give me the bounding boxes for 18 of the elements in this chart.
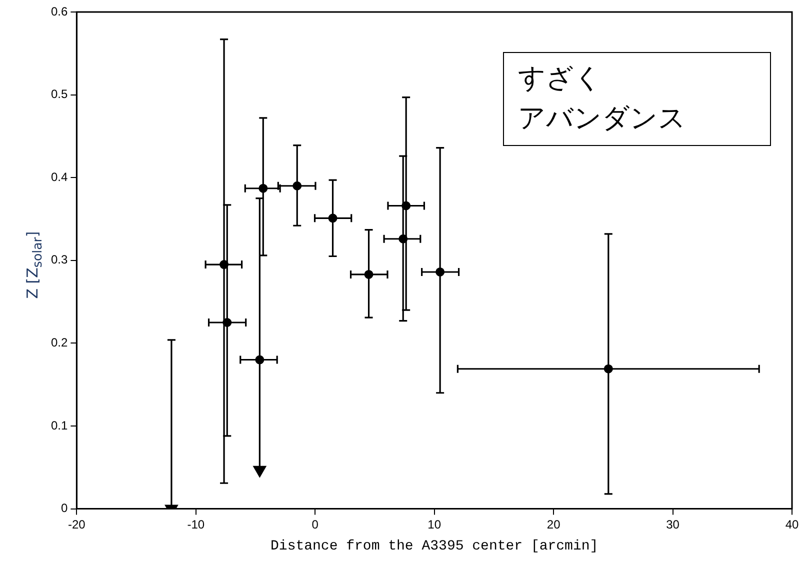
x-tick-label: 40	[785, 517, 799, 532]
x-tick-label: -20	[68, 517, 86, 532]
x-tick-label: 0	[312, 517, 319, 532]
y-tick-label: 0.3	[50, 252, 68, 267]
y-tick-label: 0.1	[50, 418, 68, 432]
annotation: すざく	[518, 62, 603, 96]
y-tick-label: 0	[60, 501, 68, 516]
x-tick-label: 30	[666, 517, 680, 532]
text-box: すざく アバンダンス	[503, 52, 771, 146]
y-tick-label: 0.6	[50, 4, 68, 18]
x-tick-label: 20	[546, 517, 561, 532]
x-axis-title: Distance from the A3395 center [arcmin]	[270, 538, 598, 554]
y-tick-label: 0.4	[50, 170, 68, 184]
x-tick-label: 10	[428, 517, 442, 532]
x-tick-label: -10	[187, 517, 205, 532]
y-tick-label: 0.2	[50, 336, 68, 350]
y-tick-label: 0.5	[50, 87, 68, 102]
annotation: アバンダンス	[518, 102, 687, 136]
